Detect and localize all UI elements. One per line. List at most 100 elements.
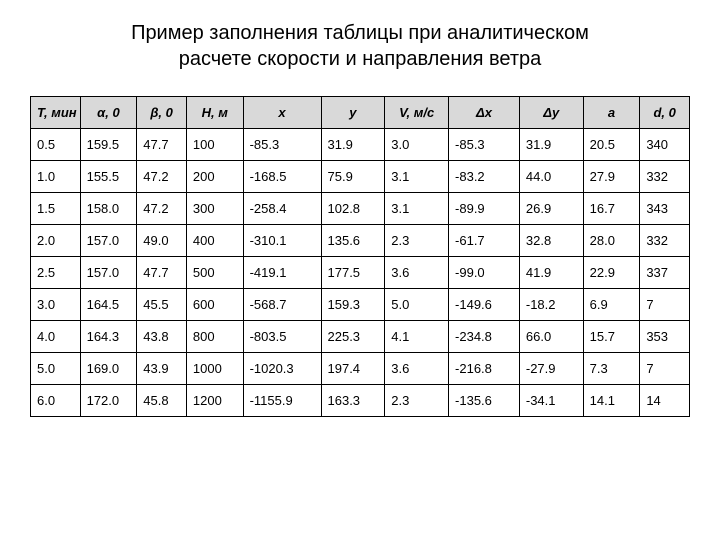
table-cell: -83.2	[449, 161, 520, 193]
table-cell: 14	[640, 385, 690, 417]
table-cell: 2.3	[385, 385, 449, 417]
table-cell: -85.3	[449, 129, 520, 161]
table-cell: 22.9	[583, 257, 640, 289]
table-cell: -419.1	[243, 257, 321, 289]
table-cell: 172.0	[80, 385, 137, 417]
table-cell: 500	[186, 257, 243, 289]
table-row: 1.5158.047.2300-258.4102.83.1-89.926.916…	[31, 193, 690, 225]
table-cell: 66.0	[519, 321, 583, 353]
table-cell: 0.5	[31, 129, 81, 161]
table-cell: 100	[186, 129, 243, 161]
table-row: 5.0169.043.91000-1020.3197.43.6-216.8-27…	[31, 353, 690, 385]
title-line-1: Пример заполнения таблицы при аналитичес…	[131, 22, 589, 44]
table-cell: -135.6	[449, 385, 520, 417]
table-row: 0.5159.547.7100-85.331.93.0-85.331.920.5…	[31, 129, 690, 161]
table-cell: 600	[186, 289, 243, 321]
table-cell: -258.4	[243, 193, 321, 225]
table-cell: 159.3	[321, 289, 385, 321]
table-cell: 75.9	[321, 161, 385, 193]
table-cell: 157.0	[80, 225, 137, 257]
table-cell: 197.4	[321, 353, 385, 385]
table-cell: 27.9	[583, 161, 640, 193]
table-cell: 7.3	[583, 353, 640, 385]
table-header-row: T, мин α, 0 β, 0 H, м x y V, м/с Δx Δy a…	[31, 97, 690, 129]
table-cell: 6.0	[31, 385, 81, 417]
table-cell: 3.1	[385, 161, 449, 193]
col-header: V, м/с	[385, 97, 449, 129]
table-cell: 1.5	[31, 193, 81, 225]
col-header: d, 0	[640, 97, 690, 129]
table-cell: 159.5	[80, 129, 137, 161]
table-cell: 3.6	[385, 257, 449, 289]
table-cell: 102.8	[321, 193, 385, 225]
table-cell: -1020.3	[243, 353, 321, 385]
table-cell: -18.2	[519, 289, 583, 321]
table-cell: 155.5	[80, 161, 137, 193]
table-cell: 300	[186, 193, 243, 225]
table-cell: 6.9	[583, 289, 640, 321]
table-cell: 28.0	[583, 225, 640, 257]
col-header: y	[321, 97, 385, 129]
table-cell: 3.6	[385, 353, 449, 385]
table-cell: 47.7	[137, 129, 187, 161]
table-cell: 1000	[186, 353, 243, 385]
table-cell: -61.7	[449, 225, 520, 257]
col-header: β, 0	[137, 97, 187, 129]
table-cell: -149.6	[449, 289, 520, 321]
table-cell: 800	[186, 321, 243, 353]
table-cell: 14.1	[583, 385, 640, 417]
col-header: α, 0	[80, 97, 137, 129]
table-cell: 5.0	[385, 289, 449, 321]
title-line-2: расчете скорости и направления ветра	[179, 48, 542, 70]
data-table: T, мин α, 0 β, 0 H, м x y V, м/с Δx Δy a…	[30, 96, 690, 417]
col-header: Δy	[519, 97, 583, 129]
table-cell: -216.8	[449, 353, 520, 385]
table-cell: 164.5	[80, 289, 137, 321]
table-cell: -89.9	[449, 193, 520, 225]
table-cell: 177.5	[321, 257, 385, 289]
table-cell: 3.1	[385, 193, 449, 225]
table-cell: 164.3	[80, 321, 137, 353]
table-cell: 31.9	[519, 129, 583, 161]
table-cell: 353	[640, 321, 690, 353]
table-cell: 2.0	[31, 225, 81, 257]
table-cell: -85.3	[243, 129, 321, 161]
table-cell: 1200	[186, 385, 243, 417]
table-body: 0.5159.547.7100-85.331.93.0-85.331.920.5…	[31, 129, 690, 417]
table-cell: 332	[640, 161, 690, 193]
table-cell: 15.7	[583, 321, 640, 353]
table-cell: 47.2	[137, 161, 187, 193]
table-cell: 135.6	[321, 225, 385, 257]
table-cell: 7	[640, 289, 690, 321]
table-cell: 45.5	[137, 289, 187, 321]
table-row: 1.0155.547.2200-168.575.93.1-83.244.027.…	[31, 161, 690, 193]
table-cell: 157.0	[80, 257, 137, 289]
table-cell: -1155.9	[243, 385, 321, 417]
table-cell: 225.3	[321, 321, 385, 353]
table-row: 3.0164.545.5600-568.7159.35.0-149.6-18.2…	[31, 289, 690, 321]
col-header: T, мин	[31, 97, 81, 129]
table-cell: 1.0	[31, 161, 81, 193]
table-cell: 400	[186, 225, 243, 257]
table-cell: 169.0	[80, 353, 137, 385]
table-cell: 2.5	[31, 257, 81, 289]
table-cell: -310.1	[243, 225, 321, 257]
table-cell: 332	[640, 225, 690, 257]
table-cell: 158.0	[80, 193, 137, 225]
table-cell: 4.0	[31, 321, 81, 353]
table-row: 2.5157.047.7500-419.1177.53.6-99.041.922…	[31, 257, 690, 289]
table-cell: 49.0	[137, 225, 187, 257]
table-cell: -803.5	[243, 321, 321, 353]
table-row: 4.0164.343.8800-803.5225.34.1-234.866.01…	[31, 321, 690, 353]
table-cell: 44.0	[519, 161, 583, 193]
table-cell: 20.5	[583, 129, 640, 161]
table-cell: 45.8	[137, 385, 187, 417]
table-cell: 340	[640, 129, 690, 161]
table-cell: 26.9	[519, 193, 583, 225]
table-cell: 41.9	[519, 257, 583, 289]
table-cell: -99.0	[449, 257, 520, 289]
table-cell: 2.3	[385, 225, 449, 257]
table-cell: 4.1	[385, 321, 449, 353]
col-header: x	[243, 97, 321, 129]
table-cell: 163.3	[321, 385, 385, 417]
